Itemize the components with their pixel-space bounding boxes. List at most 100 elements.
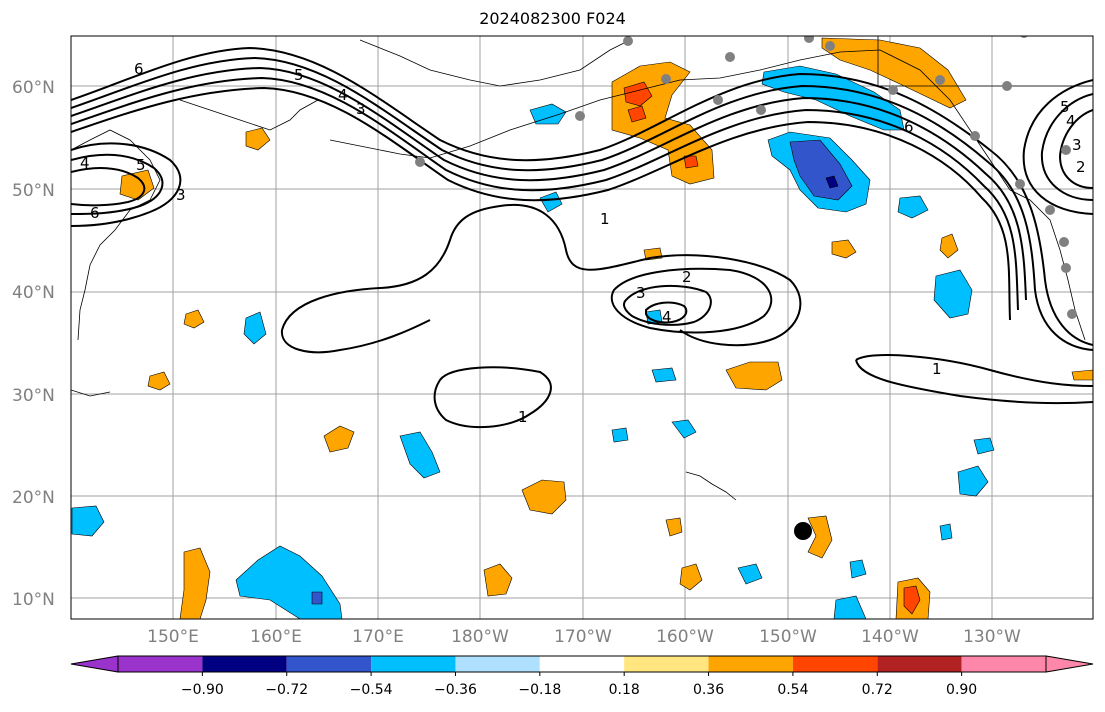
contour-e-1b bbox=[855, 359, 1093, 405]
negative-anomaly-regions bbox=[71, 65, 995, 619]
station-marker bbox=[575, 111, 585, 121]
coast-alaska bbox=[359, 39, 631, 87]
station-marker bbox=[1002, 81, 1012, 91]
contour-label: 5 bbox=[294, 66, 304, 84]
colorbar-box bbox=[455, 656, 540, 672]
contour-label: 5 bbox=[136, 156, 146, 174]
contour-label: 6 bbox=[134, 60, 144, 78]
colorbar-extend-high bbox=[1045, 655, 1094, 673]
contour-c-1 bbox=[281, 203, 802, 347]
contour-label: 6 bbox=[90, 204, 100, 222]
station-marker bbox=[623, 36, 633, 46]
colorbar-box bbox=[708, 656, 793, 672]
longitude-label: 170°W bbox=[554, 627, 612, 647]
coast-hawaii bbox=[685, 471, 737, 501]
station-marker bbox=[935, 75, 945, 85]
anomaly-navy-gulf bbox=[825, 175, 839, 189]
colorbar-tick-label: 0.18 bbox=[609, 682, 640, 698]
longitude-label: 170°E bbox=[352, 627, 404, 647]
contour-low-4 bbox=[645, 301, 688, 324]
contour-ne-low-3 bbox=[1058, 109, 1093, 189]
contour-low-3 bbox=[623, 284, 712, 326]
height-contours bbox=[71, 46, 1093, 429]
colorbar-extend-low bbox=[70, 655, 119, 673]
longitude-label: 130°W bbox=[963, 627, 1021, 647]
colorbar-tick-label: −0.36 bbox=[434, 682, 477, 698]
colorbar-tick-label: −0.18 bbox=[518, 682, 561, 698]
anomaly-orange-a bbox=[725, 361, 783, 391]
contour-label: 1 bbox=[518, 408, 528, 426]
contour-label: 3 bbox=[356, 100, 366, 118]
station-marker bbox=[713, 95, 723, 105]
contour-label: 4 bbox=[338, 86, 348, 104]
longitude-label: 180°W bbox=[451, 627, 509, 647]
anomaly-sky-aleutian bbox=[761, 65, 905, 131]
contour-low-2 bbox=[610, 267, 773, 334]
station-marker bbox=[1061, 145, 1071, 155]
anomaly-sky-n bbox=[651, 367, 677, 383]
station-marker bbox=[1045, 205, 1055, 215]
station-marker bbox=[1067, 309, 1077, 319]
contour-jet-2 bbox=[71, 56, 1093, 351]
latitude-label: 60°N bbox=[12, 78, 55, 98]
latitude-label: 40°N bbox=[12, 283, 55, 303]
contour-label: 3 bbox=[636, 284, 646, 302]
anomaly-blue-gulf bbox=[789, 139, 853, 201]
anomaly-sky-l bbox=[737, 563, 763, 585]
anomaly-orange-c bbox=[521, 479, 567, 515]
station-marker bbox=[804, 36, 814, 43]
latitude-label: 20°N bbox=[12, 488, 55, 508]
anomaly-sky-j bbox=[671, 419, 697, 439]
contour-label: 3 bbox=[1072, 136, 1082, 154]
colorbar-tick-label: 0.90 bbox=[946, 682, 977, 698]
anomaly-sky-e bbox=[243, 311, 267, 345]
map-title: 2024082300 F024 bbox=[479, 9, 626, 28]
anomaly-orange-ne bbox=[821, 37, 967, 109]
anomaly-red-gulf2 bbox=[627, 105, 647, 123]
station-marker bbox=[725, 52, 735, 62]
station-marker bbox=[1061, 263, 1071, 273]
anomaly-red-gulf bbox=[623, 81, 653, 107]
colorbar-tick-label: 0.72 bbox=[862, 682, 893, 698]
colorbar-tick-label: −0.54 bbox=[350, 682, 393, 698]
anomaly-orange-n bbox=[1071, 369, 1093, 381]
anomaly-orange-k bbox=[831, 239, 857, 259]
colorbar-box bbox=[792, 656, 878, 672]
station-marker bbox=[888, 85, 898, 95]
contour-label: 5 bbox=[1060, 98, 1070, 116]
anomaly-sky-m bbox=[833, 595, 867, 619]
anomaly-sky-i bbox=[957, 465, 989, 497]
contour-label: 2 bbox=[1076, 158, 1086, 176]
contour-ne-low-1 bbox=[1022, 79, 1093, 215]
anomaly-sky-q bbox=[939, 523, 953, 541]
colorbar-box bbox=[539, 656, 625, 672]
contour-labels: 6 5 4 3 5 4 3 6 1 2 3 4 1 1 6 5 4 3 2 bbox=[80, 60, 1086, 426]
contour-c-1b bbox=[280, 319, 431, 354]
coast-japan bbox=[71, 389, 111, 397]
contour-label: 1 bbox=[932, 360, 942, 378]
contour-jet-5 bbox=[71, 86, 1011, 321]
contour-s-1 bbox=[433, 366, 552, 429]
colorbar-box bbox=[624, 656, 709, 672]
coast-kamchatka bbox=[179, 99, 319, 131]
station-marker bbox=[1015, 179, 1025, 189]
anomaly-sky-p bbox=[973, 437, 995, 455]
colorbar-tick-label: 0.36 bbox=[693, 682, 724, 698]
longitude-axis: 150°E 160°E 170°E 180°W 170°W 160°W 150°… bbox=[147, 627, 1021, 647]
station-markers bbox=[415, 36, 1077, 319]
anomaly-orange-m bbox=[665, 517, 683, 537]
colorbar-box bbox=[371, 656, 456, 672]
station-marker bbox=[970, 131, 980, 141]
contour-label: 6 bbox=[904, 118, 914, 136]
anomaly-sky-k bbox=[611, 427, 629, 443]
longitude-label: 150°E bbox=[147, 627, 199, 647]
colorbar-tick-label: −0.72 bbox=[265, 682, 308, 698]
contour-label: 4 bbox=[80, 154, 90, 172]
storm-position-marker bbox=[794, 522, 812, 540]
anomaly-orange-nw bbox=[245, 127, 271, 151]
contour-w-low-3 bbox=[71, 167, 146, 207]
anomaly-orange-l bbox=[939, 233, 959, 259]
station-marker bbox=[825, 41, 835, 51]
anomaly-orange-b bbox=[323, 425, 355, 453]
anomaly-orange-g bbox=[679, 563, 703, 591]
